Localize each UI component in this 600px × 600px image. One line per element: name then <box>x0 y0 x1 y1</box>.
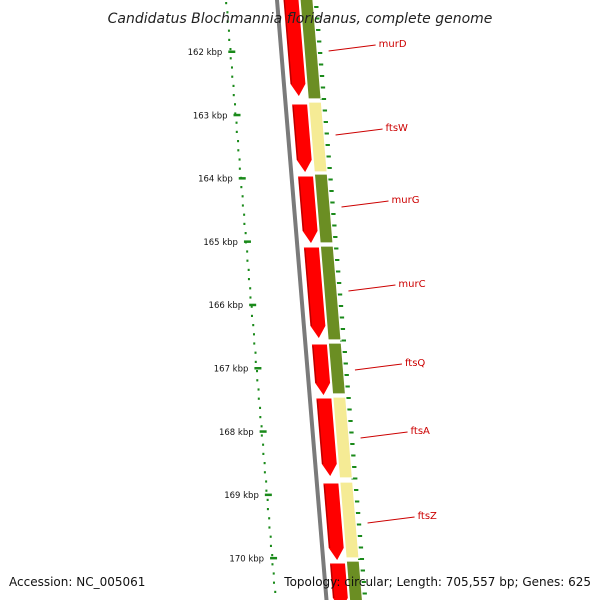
gene-name: murD <box>379 39 407 50</box>
gene-name: ftsZ <box>418 511 437 522</box>
tick-162-kbp: 162 kbp <box>188 48 236 58</box>
gene-name: murG <box>392 195 420 206</box>
tick-label: 163 kbp <box>193 111 228 121</box>
gene-label-murD[interactable]: murD <box>328 39 407 52</box>
map-title: Candidatus Blochmannia floridanus, compl… <box>108 11 493 27</box>
gene-name: ftsQ <box>405 358 425 369</box>
gene-label-murG[interactable]: murG <box>341 195 420 208</box>
cds-arrow <box>310 343 332 397</box>
gene-labels: murD ftsW murG murC ftsQ ftsA ftsZ <box>328 39 437 524</box>
gene-label-ftsW[interactable]: ftsW <box>335 123 408 136</box>
cds-arrow <box>322 482 345 562</box>
tick-163-kbp: 163 kbp <box>193 111 241 121</box>
topology-label: Topology: circular; Length: 705,557 bp; … <box>283 575 591 589</box>
axis-ticks: 162 kbp 163 kbp 164 kbp 165 kbp 166 kbp 167 k… <box>188 48 278 564</box>
tick-169-kbp: 169 kbp <box>224 491 272 501</box>
cog-bar <box>332 396 354 479</box>
cds-arrow <box>315 397 338 478</box>
gene-label-murC[interactable]: murC <box>348 279 426 292</box>
accession-label: Accession: NC_005061 <box>9 575 145 589</box>
cog-bar <box>313 173 334 244</box>
gene-label-ftsQ[interactable]: ftsQ <box>354 358 425 371</box>
cog-bar <box>299 0 322 100</box>
cds-arrow <box>282 0 307 98</box>
gene-label-ftsA[interactable]: ftsA <box>360 426 430 439</box>
gene-name: ftsW <box>386 123 408 134</box>
tick-label: 170 kbp <box>229 554 264 564</box>
gene-name: murC <box>398 279 425 290</box>
feature-tracks <box>271 0 364 600</box>
tick-165-kbp: 165 kbp <box>203 238 251 248</box>
cog-bar <box>339 481 360 559</box>
cog-bar <box>319 245 342 341</box>
genome-backbone <box>274 0 329 600</box>
cog-bar <box>327 342 347 395</box>
gc-skew-track <box>225 2 367 595</box>
tick-label: 166 kbp <box>209 301 244 311</box>
cds-arrow <box>328 562 349 600</box>
tick-label: 162 kbp <box>188 48 223 58</box>
cog-bar <box>345 560 364 600</box>
tick-label: 169 kbp <box>224 491 259 501</box>
tick-label: 164 kbp <box>198 175 233 185</box>
gene-name: ftsA <box>411 426 430 437</box>
tick-170-kbp: 170 kbp <box>229 554 278 564</box>
tick-label: 165 kbp <box>203 238 238 248</box>
tick-label: 167 kbp <box>214 365 249 375</box>
tick-166-kbp: 166 kbp <box>209 301 257 311</box>
tick-167-kbp: 167 kbp <box>214 365 262 375</box>
tick-168-kbp: 168 kbp <box>219 428 267 438</box>
tick-label: 168 kbp <box>219 428 254 438</box>
cog-bar <box>307 101 328 173</box>
tick-164-kbp: 164 kbp <box>198 175 246 185</box>
cds-arrow <box>302 246 327 340</box>
gene-label-ftsZ[interactable]: ftsZ <box>367 511 437 524</box>
